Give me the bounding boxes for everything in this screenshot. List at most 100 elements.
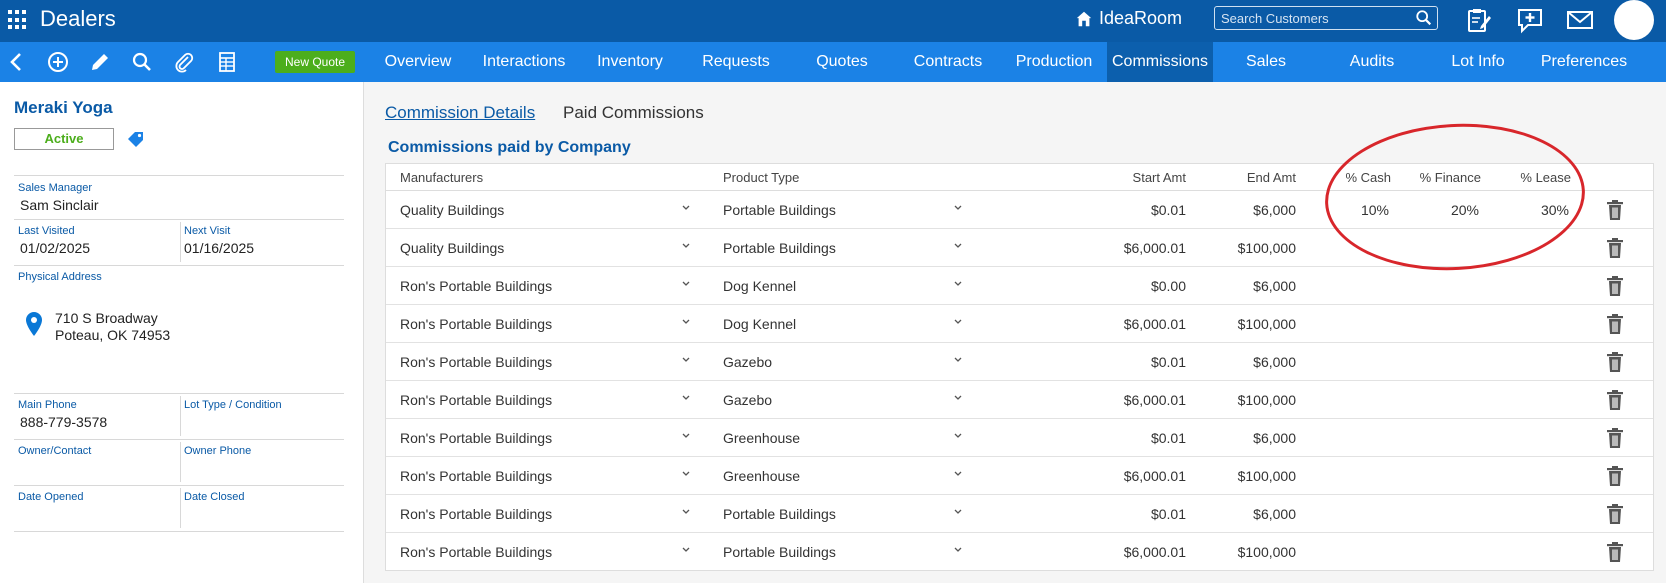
manufacturer-select[interactable]: Ron's Portable Buildings (400, 506, 553, 522)
chevron-down-icon[interactable] (952, 391, 964, 403)
product-type-select[interactable]: Gazebo (723, 392, 773, 408)
tab-audits[interactable]: Audits (1349, 53, 1395, 70)
chevron-down-icon[interactable] (680, 505, 692, 517)
tab-lot-info[interactable]: Lot Info (1451, 53, 1505, 70)
end-amt-value[interactable]: $6,000 (1253, 202, 1296, 218)
product-type-select[interactable]: Portable Buildings (723, 202, 836, 218)
tab-contracts[interactable]: Contracts (913, 53, 983, 70)
chevron-down-icon[interactable] (952, 543, 964, 555)
tab-production[interactable]: Production (1015, 53, 1093, 70)
chevron-down-icon[interactable] (952, 315, 964, 327)
tab-overview[interactable]: Overview (384, 53, 452, 70)
brand-link[interactable]: IdeaRoom (1075, 8, 1182, 29)
spreadsheet-icon[interactable] (216, 51, 238, 73)
new-quote-button[interactable]: New Quote (275, 51, 355, 73)
search-icon[interactable] (1415, 9, 1433, 27)
chevron-down-icon[interactable] (680, 467, 692, 479)
trash-icon[interactable] (1605, 313, 1625, 335)
product-type-select[interactable]: Portable Buildings (723, 240, 836, 256)
trash-icon[interactable] (1605, 503, 1625, 525)
tab-commissions[interactable]: Commissions (1107, 42, 1213, 82)
manufacturer-select[interactable]: Quality Buildings (400, 240, 505, 256)
trash-icon[interactable] (1605, 237, 1625, 259)
chevron-down-icon[interactable] (952, 467, 964, 479)
end-amt-value[interactable]: $100,000 (1237, 240, 1296, 256)
mail-icon[interactable] (1566, 6, 1594, 34)
product-type-select[interactable]: Portable Buildings (723, 544, 836, 560)
chevron-down-icon[interactable] (680, 277, 692, 289)
back-arrow-icon[interactable] (6, 51, 28, 73)
cash-percent-value[interactable]: 10% (1360, 202, 1389, 218)
trash-icon[interactable] (1605, 389, 1625, 411)
tab-requests[interactable]: Requests (702, 53, 770, 70)
chevron-down-icon[interactable] (680, 429, 692, 441)
apps-grid-icon[interactable] (8, 10, 28, 30)
manufacturer-select[interactable]: Ron's Portable Buildings (400, 278, 553, 294)
chevron-down-icon[interactable] (952, 429, 964, 441)
end-amt-value[interactable]: $6,000 (1253, 506, 1296, 522)
end-amt-value[interactable]: $100,000 (1237, 392, 1296, 408)
user-avatar[interactable] (1614, 0, 1654, 40)
product-type-select[interactable]: Portable Buildings (723, 506, 836, 522)
finance-percent-value[interactable]: 20% (1450, 202, 1479, 218)
tab-preferences[interactable]: Preferences (1540, 53, 1628, 70)
end-amt-value[interactable]: $6,000 (1253, 430, 1296, 446)
chevron-down-icon[interactable] (952, 277, 964, 289)
add-circle-icon[interactable] (47, 51, 69, 73)
manufacturer-select[interactable]: Ron's Portable Buildings (400, 430, 553, 446)
start-amt-value[interactable]: $0.00 (1150, 278, 1186, 294)
start-amt-value[interactable]: $0.01 (1150, 354, 1186, 370)
lease-percent-value[interactable]: 30% (1540, 202, 1569, 218)
tab-paid-commissions[interactable]: Paid Commissions (563, 103, 704, 122)
manufacturer-select[interactable]: Quality Buildings (400, 202, 505, 218)
clipboard-edit-icon[interactable] (1464, 6, 1492, 34)
product-type-select[interactable]: Gazebo (723, 354, 773, 370)
start-amt-value[interactable]: $0.01 (1150, 506, 1186, 522)
start-amt-value[interactable]: $6,000.01 (1123, 392, 1186, 408)
map-pin-icon[interactable] (24, 311, 44, 337)
tab-sales[interactable]: Sales (1245, 53, 1287, 70)
chevron-down-icon[interactable] (680, 239, 692, 251)
start-amt-value[interactable]: $6,000.01 (1123, 240, 1186, 256)
manufacturer-select[interactable]: Ron's Portable Buildings (400, 392, 553, 408)
trash-icon[interactable] (1605, 351, 1625, 373)
trash-icon[interactable] (1605, 465, 1625, 487)
search-input[interactable] (1215, 7, 1411, 29)
trash-icon[interactable] (1605, 427, 1625, 449)
start-amt-value[interactable]: $6,000.01 (1123, 544, 1186, 560)
manufacturer-select[interactable]: Ron's Portable Buildings (400, 544, 553, 560)
tag-icon[interactable] (126, 130, 146, 150)
chevron-down-icon[interactable] (680, 391, 692, 403)
paperclip-icon[interactable] (173, 51, 195, 73)
magnifier-icon[interactable] (131, 51, 153, 73)
trash-icon[interactable] (1605, 199, 1625, 221)
chevron-down-icon[interactable] (952, 505, 964, 517)
chevron-down-icon[interactable] (680, 543, 692, 555)
end-amt-value[interactable]: $6,000 (1253, 354, 1296, 370)
start-amt-value[interactable]: $6,000.01 (1123, 316, 1186, 332)
product-type-select[interactable]: Dog Kennel (723, 316, 797, 332)
product-type-select[interactable]: Dog Kennel (723, 278, 797, 294)
trash-icon[interactable] (1605, 275, 1625, 297)
tab-quotes[interactable]: Quotes (816, 53, 868, 70)
tab-interactions[interactable]: Interactions (482, 53, 566, 70)
add-comment-icon[interactable] (1516, 6, 1544, 34)
start-amt-value[interactable]: $0.01 (1150, 430, 1186, 446)
end-amt-value[interactable]: $100,000 (1237, 468, 1296, 484)
chevron-down-icon[interactable] (680, 315, 692, 327)
end-amt-value[interactable]: $100,000 (1237, 316, 1296, 332)
product-type-select[interactable]: Greenhouse (723, 430, 801, 446)
tab-commission-details[interactable]: Commission Details (385, 103, 536, 122)
chevron-down-icon[interactable] (952, 201, 964, 213)
end-amt-value[interactable]: $100,000 (1237, 544, 1296, 560)
pencil-icon[interactable] (89, 51, 111, 73)
start-amt-value[interactable]: $0.01 (1150, 202, 1186, 218)
manufacturer-select[interactable]: Ron's Portable Buildings (400, 316, 553, 332)
trash-icon[interactable] (1605, 541, 1625, 563)
product-type-select[interactable]: Greenhouse (723, 468, 801, 484)
end-amt-value[interactable]: $6,000 (1253, 278, 1296, 294)
tab-inventory[interactable]: Inventory (597, 53, 663, 70)
manufacturer-select[interactable]: Ron's Portable Buildings (400, 354, 553, 370)
chevron-down-icon[interactable] (952, 239, 964, 251)
manufacturer-select[interactable]: Ron's Portable Buildings (400, 468, 553, 484)
